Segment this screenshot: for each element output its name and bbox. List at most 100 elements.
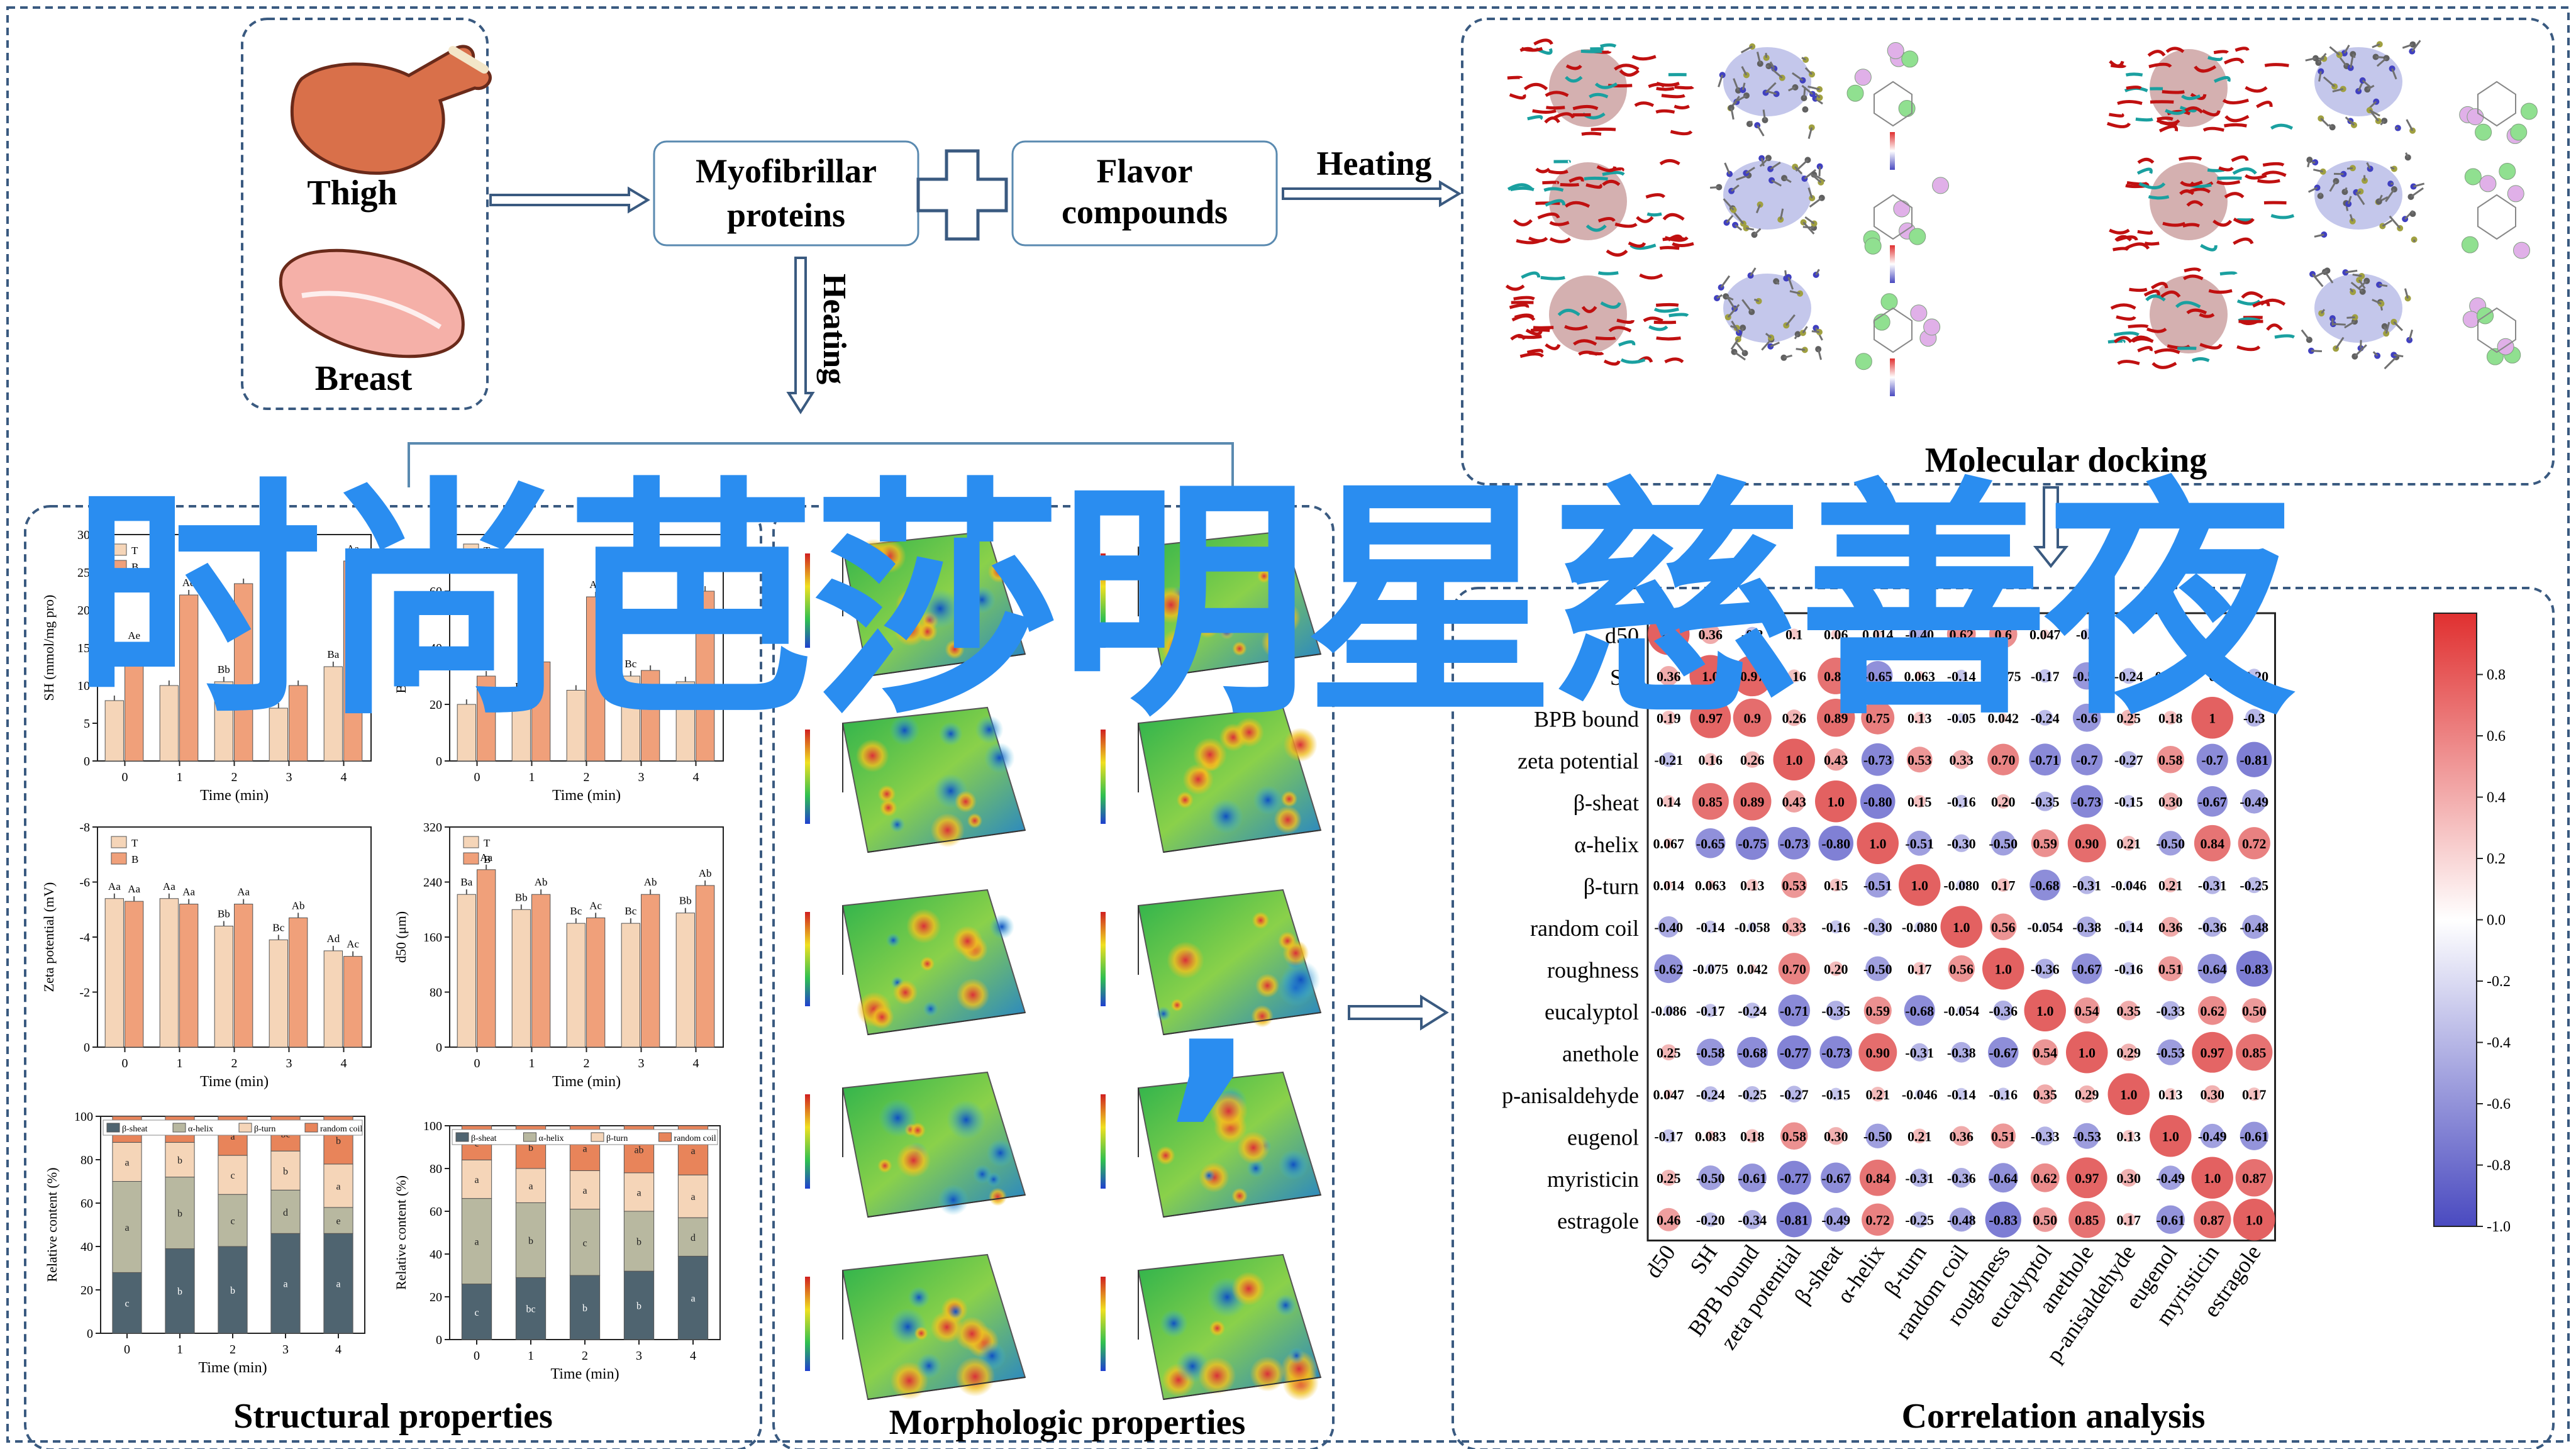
correlation-value: 0.33: [1782, 919, 1807, 935]
correlation-value: -0.65: [1696, 836, 1725, 852]
surface-peak: [909, 1122, 926, 1138]
x-tick-label: 0: [124, 1343, 130, 1357]
correlation-circle: [2119, 1169, 2138, 1187]
significance-label: Ab: [292, 899, 305, 911]
surface-peak: [1250, 1356, 1285, 1392]
protein-structure-icon: [1507, 38, 1694, 136]
y-tick-label: 320: [423, 821, 442, 835]
correlation-value: 0.042: [1988, 710, 2019, 726]
correlation-value: 0.97: [2075, 1170, 2099, 1186]
correlation-value: 0.21: [1866, 1087, 1890, 1102]
correlation-value: -0.27: [2114, 752, 2143, 768]
correlation-circle: [2076, 916, 2097, 938]
correlation-circle: [1785, 1085, 1803, 1103]
correlation-circle: [1776, 1202, 1812, 1238]
afm-surface-plot: [805, 706, 1026, 853]
correlation-circle: [1658, 916, 1680, 938]
y-tick-label: 10: [77, 679, 90, 693]
surface-peak: [870, 1004, 894, 1030]
row-label: roughness: [1547, 957, 1639, 982]
surface-peak: [1156, 1006, 1171, 1021]
correlation-value: 0.17: [1907, 961, 1932, 977]
correlation-value: 0.014: [1653, 877, 1685, 893]
y-tick-label: -4: [79, 931, 90, 945]
bar: [477, 675, 496, 762]
myofibrillar-label-1: Myofibrillar: [696, 152, 877, 190]
breast-label: Breast: [315, 359, 413, 398]
correlation-value: 0.50: [2033, 1212, 2058, 1228]
correlation-circle: [1863, 996, 1892, 1024]
correlation-circle: [1940, 906, 1982, 948]
correlation-value: 0.21: [2117, 836, 2141, 852]
correlation-value: -0.48: [2240, 919, 2268, 935]
correlation-circle: [1704, 1004, 1718, 1018]
y-axis-label: BPB bound (μg): [393, 602, 409, 693]
correlation-value: -0.054: [1943, 1003, 1979, 1019]
correlation-value: 1: [2209, 710, 2216, 726]
correlation-value: 0.30: [2201, 1087, 2225, 1102]
correlation-circle: [2191, 697, 2233, 739]
correlation-circle: [1658, 665, 1679, 686]
correlation-circle: [2240, 1121, 2268, 1150]
correlation-value: -0.086: [1651, 1003, 1687, 1019]
correlation-value: -0.058: [1735, 919, 1770, 935]
plus-icon: [916, 149, 1008, 241]
watermark-comma: ,: [1163, 853, 1259, 1146]
correlation-value: 0.21: [1907, 1128, 1932, 1144]
correlation-value: 0.43: [1824, 752, 1848, 768]
x-axis-label: Time (min): [200, 1074, 269, 1090]
correlation-value: 0.15: [1824, 877, 1848, 893]
correlation-circle: [2077, 875, 2096, 894]
correlation-circle: [1703, 1212, 1718, 1227]
correlation-circle: [2074, 997, 2100, 1024]
row-label: estragole: [1557, 1208, 1639, 1233]
protein-structure-icon: [2107, 267, 2296, 369]
segment-label: a: [691, 1192, 695, 1202]
correlation-circle: [2200, 1123, 2225, 1148]
x-tick-label: 1: [177, 1057, 183, 1070]
correlation-value: -0.20: [1696, 1212, 1725, 1228]
correlation-value: 0.047: [2029, 626, 2061, 642]
correlation-value: -0.83: [2240, 961, 2268, 977]
correlation-circle: [2122, 795, 2135, 808]
meat-box: [241, 18, 489, 410]
surface-peak: [1208, 799, 1244, 834]
correlation-circle: [2121, 668, 2137, 684]
stacked-segment: [323, 1163, 353, 1208]
significance-label: Ba: [327, 648, 339, 660]
correlation-value: 0.36: [1657, 669, 1681, 684]
correlation-circle: [2071, 743, 2103, 775]
correlation-circle: [1862, 1203, 1894, 1236]
outer-frame: [6, 6, 2570, 1443]
surface-peak: [1253, 785, 1283, 815]
correlation-circle: [2233, 1199, 2275, 1241]
docking-images: [1505, 38, 2538, 396]
correlation-circle: [1955, 1087, 1968, 1101]
afm-surface-plot: [805, 1253, 1026, 1401]
stacked-segment: [461, 1159, 492, 1199]
protein-structure-icon: [2106, 47, 2294, 133]
correlation-value: 0.89: [1740, 794, 1765, 809]
correlation-value: 0.29: [2075, 1087, 2099, 1102]
correlation-circle: [2245, 709, 2263, 727]
surface-colorbar: [805, 1277, 810, 1371]
y-tick-label: -6: [79, 876, 90, 890]
segment-label: a: [474, 1175, 479, 1185]
heating-vertical-label: Heating: [816, 274, 852, 384]
correlation-value: -0.68: [1905, 1003, 1934, 1019]
correlation-circle: [1662, 1129, 1675, 1143]
correlation-value: 0.97: [2201, 1045, 2225, 1060]
correlation-value: 0.30: [2117, 1170, 2141, 1186]
correlation-value: -0.17: [2031, 669, 2060, 684]
correlation-circle: [1746, 879, 1758, 891]
correlation-circle: [1951, 1167, 1972, 1188]
segment-label: a: [283, 1279, 287, 1290]
correlation-title: Correlation analysis: [1902, 1397, 2206, 1436]
correlation-value: -0.31: [1905, 1045, 1934, 1060]
interaction-map-icon: [2462, 297, 2521, 365]
correlation-value: 0.72: [1866, 1212, 1890, 1228]
surface-peak: [937, 1184, 969, 1216]
correlation-value: -0.50: [1863, 1128, 1892, 1144]
correlation-circle: [2197, 996, 2227, 1025]
x-tick-label: 3: [638, 1057, 645, 1070]
